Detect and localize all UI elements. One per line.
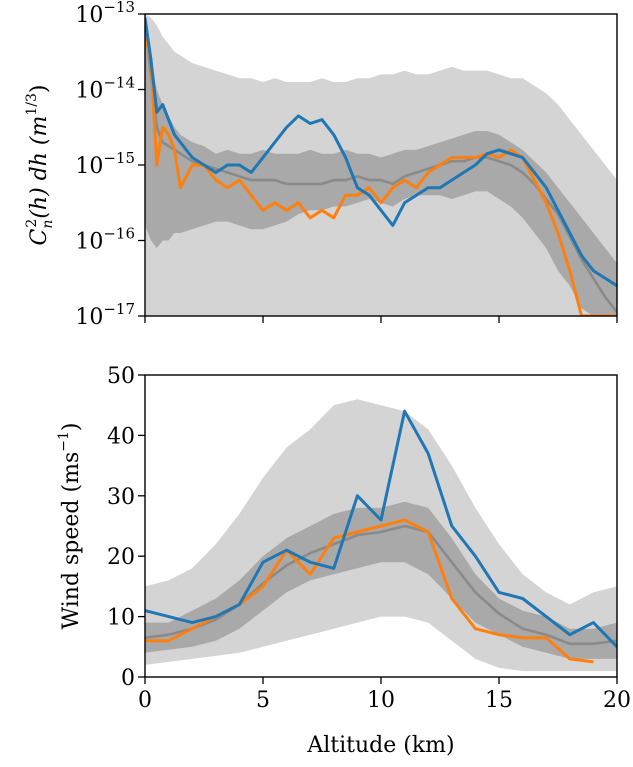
wind-inner-band bbox=[145, 501, 617, 659]
cn2-blue-line bbox=[145, 17, 617, 288]
x-axis-title: Altitude (km) bbox=[306, 733, 454, 758]
cn2-y-axis-title: Cn2(h) dh (m1/3) bbox=[24, 85, 56, 246]
wind-y-tick-label: 50 bbox=[107, 364, 135, 389]
wind-median-line bbox=[145, 524, 617, 646]
wind-y-tick-label: 10 bbox=[107, 606, 135, 631]
wind-y-axis-title: Wind speed (ms−1) bbox=[56, 423, 84, 630]
wind-x-tick-label: 5 bbox=[256, 688, 270, 713]
wind-y-tick-label: 30 bbox=[107, 485, 135, 510]
cn2-y-tick-label: 10−14 bbox=[75, 74, 135, 104]
wind-panel: 0 10 20 30 40 50 0 5 10 15 20 Wind speed (ms−1) A… bbox=[56, 364, 631, 758]
cn2-median-line bbox=[145, 21, 617, 314]
cn2-plot-area bbox=[145, 14, 617, 316]
cn2-y-tick-label: 10−13 bbox=[75, 0, 135, 28]
wind-ticks bbox=[138, 374, 618, 684]
wind-y-tick-label: 40 bbox=[107, 424, 135, 449]
wind-x-tick-label: 0 bbox=[138, 688, 152, 713]
wind-plot-area bbox=[145, 399, 617, 671]
cn2-ticks bbox=[138, 13, 618, 323]
wind-x-tick-labels: 0 5 10 15 20 bbox=[138, 688, 631, 713]
wind-x-tick-label: 10 bbox=[367, 688, 395, 713]
wind-y-tick-labels: 0 10 20 30 40 50 bbox=[107, 364, 135, 691]
cn2-inner-band bbox=[145, 36, 617, 316]
cn2-y-tick-labels: 10−17 10−16 10−15 10−14 10−13 bbox=[75, 0, 135, 330]
wind-x-tick-label: 15 bbox=[485, 688, 513, 713]
wind-blue-line bbox=[145, 409, 617, 648]
cn2-y-tick-label: 10−15 bbox=[75, 149, 135, 179]
wind-x-tick-label: 20 bbox=[603, 688, 631, 713]
cn2-y-tick-label: 10−16 bbox=[75, 225, 135, 255]
cn2-y-tick-label: 10−17 bbox=[75, 300, 135, 330]
wind-y-tick-label: 0 bbox=[121, 666, 135, 691]
cn2-panel: 10−17 10−16 10−15 10−14 10−13 Cn2(h) dh (m1/… bbox=[24, 0, 618, 330]
wind-y-tick-label: 20 bbox=[107, 545, 135, 570]
